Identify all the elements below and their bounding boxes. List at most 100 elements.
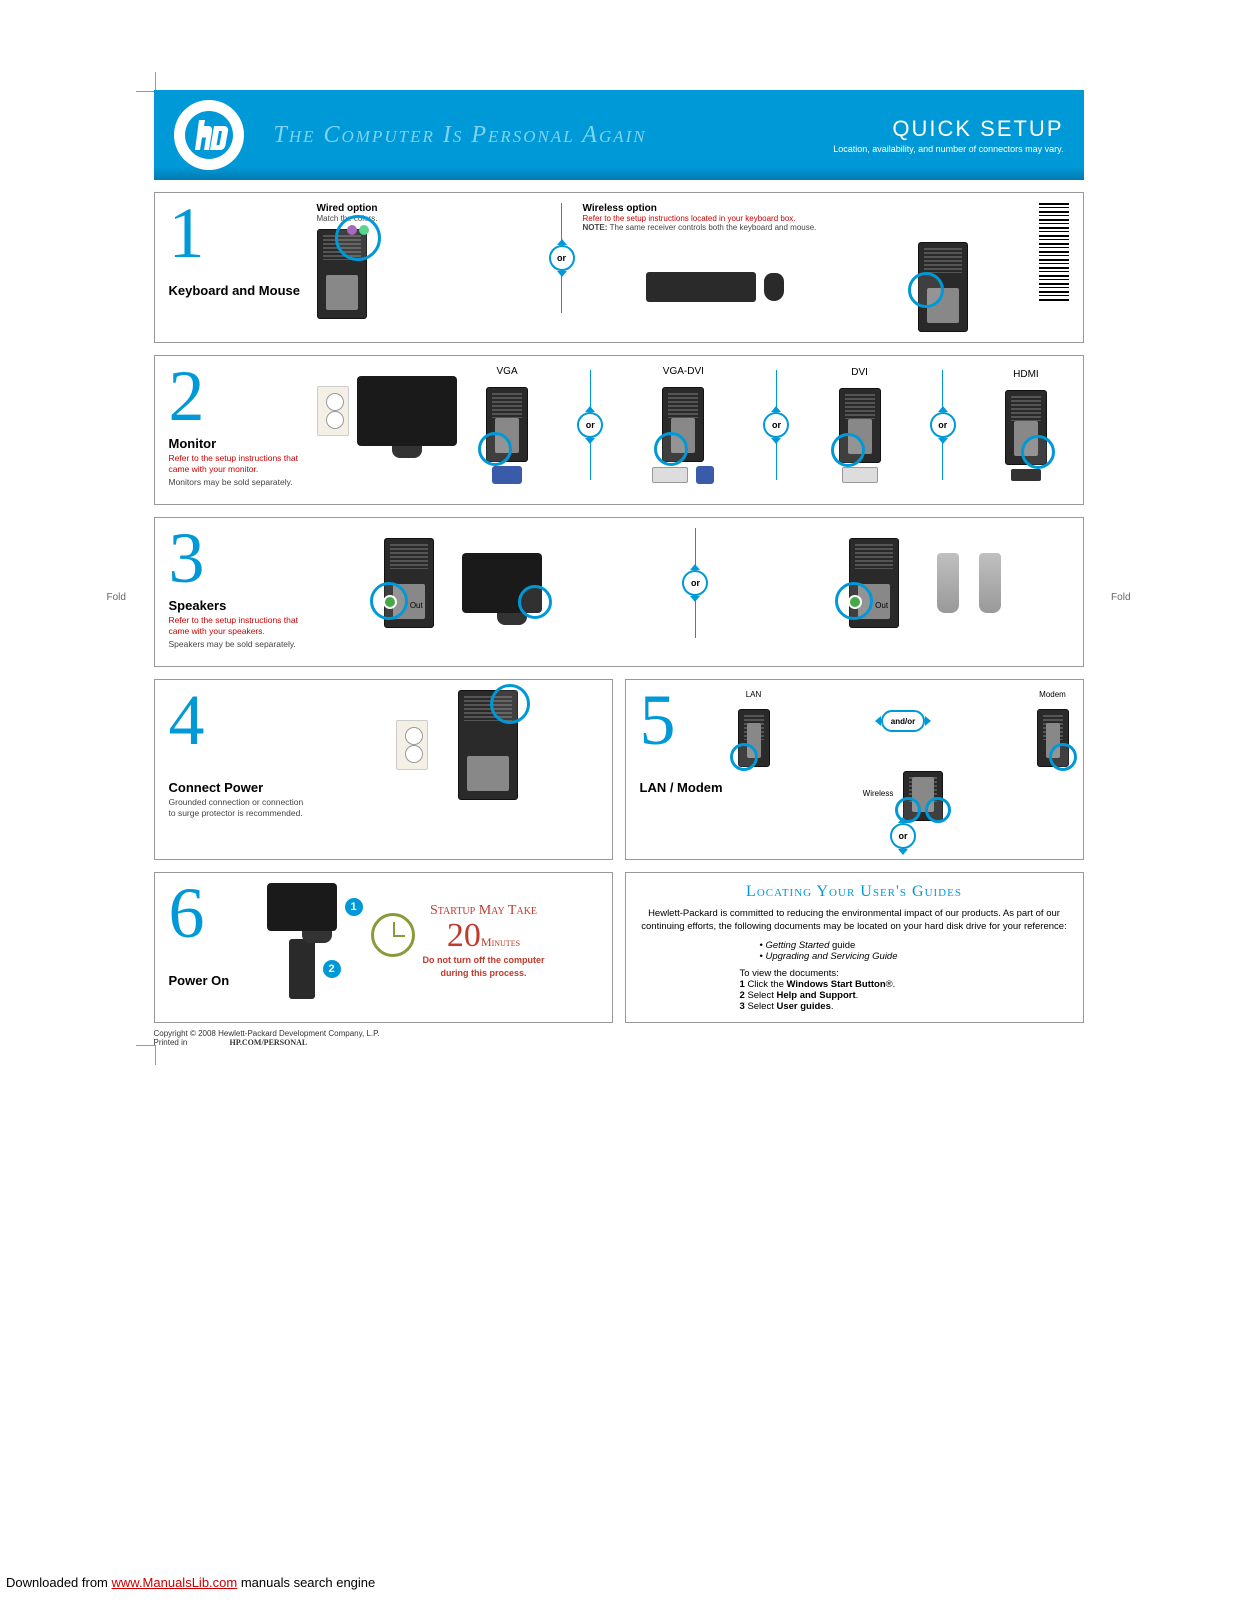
header-title: QUICK SETUP — [833, 116, 1063, 142]
note-prefix: NOTE: — [583, 223, 610, 232]
badge-1: 1 — [345, 898, 363, 916]
copyright: Copyright © 2008 Hewlett-Packard Develop… — [154, 1029, 1084, 1047]
clock-icon — [371, 913, 415, 957]
hdmi-connector-icon — [1011, 469, 1041, 481]
guides-body: Hewlett-Packard is committed to reducing… — [640, 907, 1069, 934]
guides-title: Locating Your User's Guides — [640, 883, 1069, 901]
monitor-icon — [267, 883, 337, 931]
highlight-circle — [1021, 435, 1055, 469]
vga-label: VGA — [497, 366, 518, 377]
fold-label: Fold — [1111, 592, 1130, 603]
ps2-green-icon — [359, 225, 369, 235]
or-badge: or — [890, 823, 916, 849]
step-title: Power On — [169, 973, 259, 988]
or-badge: or — [682, 570, 708, 596]
highlight-circle — [835, 582, 873, 620]
tower-front-icon — [289, 939, 315, 999]
wireless-note: The same receiver controls both the keyb… — [610, 223, 817, 232]
vga-connector-icon — [492, 466, 522, 484]
startup-title: Startup May Take — [423, 903, 545, 919]
startup-minutes: Minutes — [481, 935, 520, 949]
fold-label: Fold — [107, 592, 126, 603]
crop-mark — [136, 1045, 156, 1065]
hp-logo — [174, 100, 244, 170]
highlight-circle — [925, 797, 951, 823]
step-grey: Grounded connection or connection to sur… — [169, 797, 309, 819]
highlight-circle — [370, 582, 408, 620]
or-badge: or — [930, 412, 956, 438]
step-number: 1 — [169, 205, 205, 263]
lan-label: LAN — [746, 690, 762, 699]
audio-out-port-icon — [383, 595, 397, 609]
or-badge: or — [763, 412, 789, 438]
vga-connector-icon — [696, 466, 714, 484]
or-badge: or — [549, 245, 575, 271]
wireless-red: Refer to the setup instructions located … — [583, 214, 1031, 223]
step-grey: Speakers may be sold separately. — [169, 639, 309, 650]
out-label: Out — [875, 601, 888, 610]
speaker-icon — [979, 553, 1001, 613]
wireless-label: Wireless option — [583, 203, 1031, 214]
step-6: 6 Power On 1 2 Startup May Take 20Minute… — [154, 872, 613, 1023]
highlight-circle — [1049, 743, 1077, 771]
barcode — [1039, 203, 1069, 303]
step-red: Refer to the setup instructions that cam… — [169, 453, 309, 475]
step-number: 6 — [169, 885, 205, 943]
or-badge: or — [577, 412, 603, 438]
highlight-circle — [730, 743, 758, 771]
guides-view: To view the documents: — [740, 968, 1069, 979]
dvi-adapter-icon — [652, 467, 688, 483]
step-title: Speakers — [169, 598, 309, 613]
highlight-circle — [908, 272, 944, 308]
step-3: Fold Fold 3 Speakers Refer to the setup … — [154, 517, 1084, 667]
step-1: 1 Keyboard and Mouse Wired option Match … — [154, 192, 1084, 343]
hdmi-label: HDMI — [1013, 369, 1039, 380]
step-number: 3 — [169, 530, 205, 588]
outlet-icon — [317, 386, 349, 436]
guides-bullet: • Upgrading and Servicing Guide — [760, 951, 1069, 962]
wireless-label: Wireless — [863, 789, 894, 798]
manualslib-link[interactable]: www.ManualsLib.com — [112, 1575, 238, 1590]
dvi-label: DVI — [851, 367, 868, 378]
copyright-line: Copyright © 2008 Hewlett-Packard Develop… — [154, 1029, 380, 1038]
dvi-connector-icon — [842, 467, 878, 483]
speaker-icon — [937, 553, 959, 613]
header-subtitle: Location, availability, and number of co… — [833, 144, 1063, 154]
step-2: 2 Monitor Refer to the setup instruction… — [154, 355, 1084, 505]
mouse-icon — [764, 273, 784, 301]
footer-prefix: Downloaded from — [6, 1575, 112, 1590]
highlight-circle — [518, 585, 552, 619]
step-grey: Monitors may be sold separately. — [169, 477, 309, 488]
step-number: 4 — [169, 692, 205, 750]
step-title: Connect Power — [169, 780, 309, 795]
startup-warn-1: Do not turn off the computer — [423, 955, 545, 966]
keyboard-icon — [646, 272, 756, 302]
guides-panel: Locating Your User's Guides Hewlett-Pack… — [625, 872, 1084, 1023]
step-number: 2 — [169, 368, 205, 426]
ps2-purple-icon — [347, 225, 357, 235]
startup-warn-2: during this process. — [423, 968, 545, 979]
copyright-url: HP.COM/PERSONAL — [230, 1038, 308, 1047]
guides-step: 1 Click the Windows Start Button®. — [740, 979, 1069, 990]
step-5: 5 LAN / Modem LAN and/or Modem — [625, 679, 1084, 860]
step-title: Keyboard and Mouse — [169, 283, 309, 298]
header-banner: The Computer Is Personal Again QUICK SET… — [154, 90, 1084, 180]
crop-mark — [136, 72, 156, 92]
badge-2: 2 — [323, 960, 341, 978]
monitor-icon — [357, 376, 457, 446]
step-4: 4 Connect Power Grounded connection or c… — [154, 679, 613, 860]
or-divider: or — [549, 203, 575, 313]
guides-step: 2 Select Help and Support. — [740, 990, 1069, 1001]
step-red: Refer to the setup instructions that cam… — [169, 615, 309, 637]
vgadvi-label: VGA-DVI — [663, 366, 704, 377]
copyright-printed: Printed in — [154, 1038, 188, 1047]
step-title: Monitor — [169, 436, 309, 451]
modem-label: Modem — [1039, 690, 1066, 699]
step-number: 5 — [640, 692, 676, 750]
highlight-circle — [831, 433, 865, 467]
highlight-circle — [490, 684, 530, 724]
highlight-circle — [335, 215, 381, 261]
startup-number: 20 — [447, 917, 481, 954]
download-footer: Downloaded from www.ManualsLib.com manua… — [6, 1575, 375, 1590]
step-title: LAN / Modem — [640, 780, 730, 795]
